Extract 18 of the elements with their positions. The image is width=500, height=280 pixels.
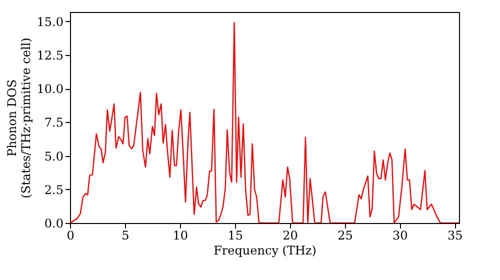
x-tick-label: 0 — [66, 228, 74, 242]
x-tick-label: 10 — [172, 228, 188, 242]
x-axis-title: Frequency (THz) — [214, 244, 316, 258]
y-axis-title: Phonon DOS (States/THz·primitive cell) — [4, 38, 33, 198]
x-tick-label: 15 — [228, 228, 243, 242]
y-tick-label: 10.0 — [36, 82, 64, 96]
x-tick-label: 35 — [447, 228, 463, 242]
y-tick-label: 5.0 — [44, 149, 64, 164]
x-tick-label: 5 — [122, 228, 130, 242]
y-tick-label: 2.5 — [44, 182, 64, 197]
y-tick-label: 15.0 — [36, 14, 64, 29]
y-tick-label: 0.0 — [44, 216, 64, 230]
y-tick-label: 7.5 — [44, 116, 64, 130]
x-tick-label: 25 — [338, 228, 353, 242]
y-tick-label: 12.5 — [36, 48, 64, 63]
x-tick-label: 30 — [392, 228, 408, 242]
line-series — [70, 22, 459, 223]
x-tick-label: 20 — [282, 228, 298, 242]
